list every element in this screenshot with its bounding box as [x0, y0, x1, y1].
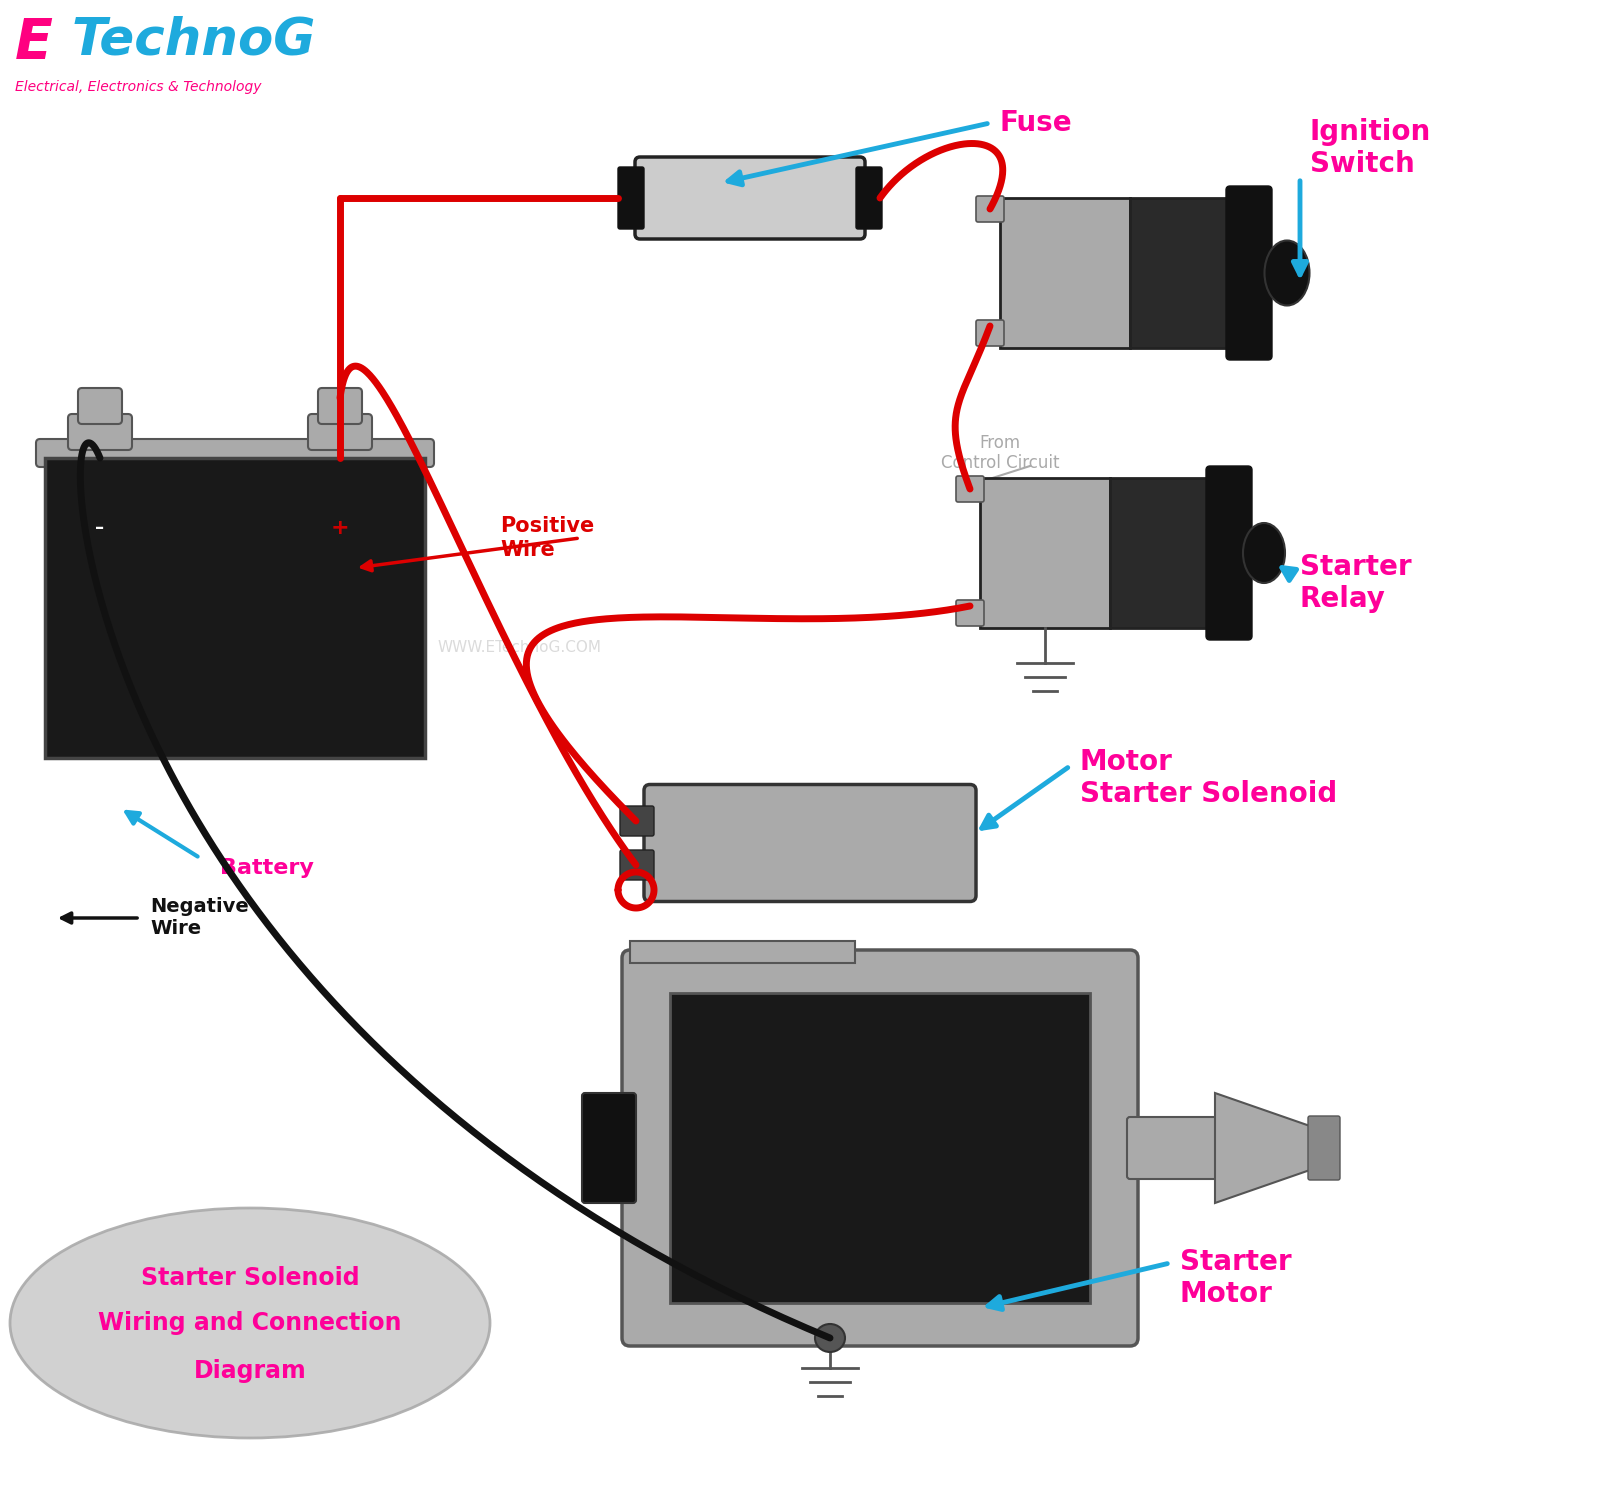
FancyBboxPatch shape: [37, 439, 434, 467]
FancyBboxPatch shape: [1130, 198, 1230, 348]
FancyBboxPatch shape: [856, 167, 882, 229]
Text: +: +: [331, 519, 349, 538]
Text: Battery: Battery: [221, 858, 314, 878]
FancyBboxPatch shape: [582, 1093, 637, 1203]
Text: –: –: [96, 519, 104, 537]
FancyBboxPatch shape: [1000, 198, 1130, 348]
Text: Fuse: Fuse: [1000, 109, 1072, 137]
Text: Negative
Wire: Negative Wire: [150, 897, 248, 938]
FancyBboxPatch shape: [635, 157, 866, 238]
Text: From
Control Circuit: From Control Circuit: [941, 434, 1059, 472]
FancyBboxPatch shape: [307, 415, 371, 449]
FancyBboxPatch shape: [45, 458, 426, 759]
Text: Electrical, Electronics & Technology: Electrical, Electronics & Technology: [14, 80, 261, 93]
Text: TechnoG: TechnoG: [72, 17, 317, 66]
Ellipse shape: [10, 1208, 490, 1439]
Text: Starter
Motor: Starter Motor: [1181, 1247, 1291, 1309]
Text: E: E: [14, 17, 53, 69]
FancyBboxPatch shape: [1110, 478, 1210, 627]
FancyBboxPatch shape: [618, 167, 643, 229]
FancyBboxPatch shape: [1226, 185, 1272, 360]
FancyBboxPatch shape: [1206, 466, 1253, 639]
FancyBboxPatch shape: [955, 477, 984, 502]
Ellipse shape: [1243, 523, 1285, 584]
Text: Motor
Starter Solenoid: Motor Starter Solenoid: [1080, 748, 1338, 808]
FancyBboxPatch shape: [955, 600, 984, 626]
FancyBboxPatch shape: [318, 388, 362, 424]
FancyBboxPatch shape: [1126, 1117, 1218, 1179]
Text: WWW.ETechnoG.COM: WWW.ETechnoG.COM: [438, 641, 602, 656]
Text: Wiring and Connection: Wiring and Connection: [98, 1310, 402, 1335]
Polygon shape: [1214, 1093, 1310, 1203]
FancyBboxPatch shape: [78, 388, 122, 424]
FancyBboxPatch shape: [67, 415, 131, 449]
Text: Ignition
Switch: Ignition Switch: [1310, 118, 1432, 178]
FancyBboxPatch shape: [979, 478, 1110, 627]
Text: Diagram: Diagram: [194, 1359, 306, 1383]
FancyBboxPatch shape: [976, 320, 1005, 345]
Text: Positive
Wire: Positive Wire: [499, 516, 594, 559]
FancyBboxPatch shape: [643, 784, 976, 902]
Ellipse shape: [1264, 240, 1309, 306]
FancyBboxPatch shape: [630, 941, 854, 964]
FancyBboxPatch shape: [670, 992, 1090, 1303]
Text: Starter
Relay: Starter Relay: [1299, 553, 1411, 614]
Text: Starter Solenoid: Starter Solenoid: [141, 1267, 360, 1289]
FancyBboxPatch shape: [621, 851, 654, 881]
FancyBboxPatch shape: [621, 805, 654, 835]
FancyBboxPatch shape: [1309, 1116, 1341, 1179]
FancyBboxPatch shape: [622, 950, 1138, 1347]
FancyBboxPatch shape: [976, 196, 1005, 222]
Ellipse shape: [814, 1324, 845, 1353]
